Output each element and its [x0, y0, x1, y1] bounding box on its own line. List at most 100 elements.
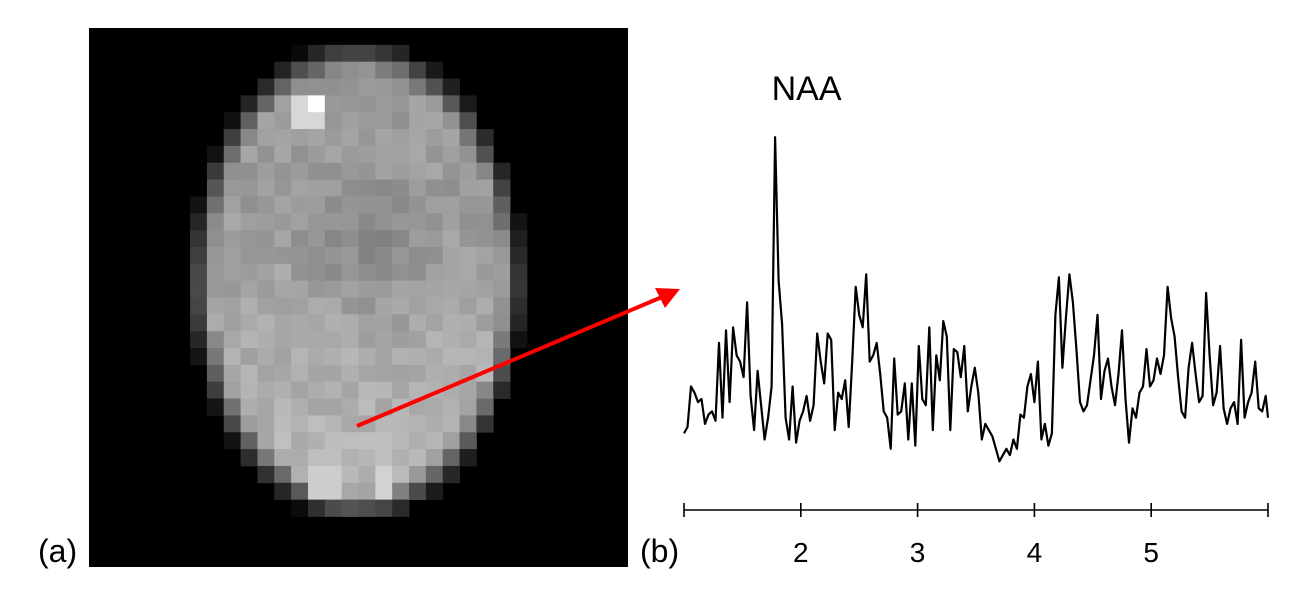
mri-pixel	[442, 263, 460, 282]
mri-pixel	[493, 381, 511, 399]
mri-pixel	[274, 297, 292, 315]
mri-pixel	[240, 112, 258, 130]
mri-pixel	[307, 381, 326, 399]
mri-pixel	[358, 129, 376, 147]
mri-pixel	[257, 246, 275, 265]
mri-pixel	[190, 297, 208, 315]
mri-pixel	[274, 364, 292, 383]
mri-pixel	[375, 381, 393, 399]
mri-pixel	[307, 213, 326, 231]
mri-pixel	[307, 331, 326, 349]
mri-pixel	[190, 263, 208, 282]
mri-pixel	[206, 179, 225, 197]
mri-pixel	[274, 314, 292, 332]
mri-pixel	[324, 415, 343, 433]
mri-pixel	[291, 314, 309, 332]
mri-pixel	[425, 331, 444, 349]
mri-pixel	[409, 196, 427, 214]
mri-pixel	[324, 364, 343, 383]
mri-pixel	[257, 95, 275, 113]
mri-pixel	[425, 432, 444, 450]
mri-pixel	[341, 499, 359, 517]
mri-pixel	[358, 449, 376, 467]
mri-pixel	[257, 314, 275, 332]
mri-pixel	[425, 398, 444, 416]
mri-pixel	[476, 381, 494, 399]
mri-pixel	[442, 449, 460, 467]
mri-pixel	[324, 230, 343, 248]
mri-pixel	[291, 112, 309, 130]
arrow-head	[655, 288, 680, 308]
mri-pixel	[223, 129, 241, 147]
mri-pixel	[240, 314, 258, 332]
mri-pixel	[493, 297, 511, 315]
mri-pixel	[324, 449, 343, 467]
mri-pixel	[442, 213, 460, 231]
mri-pixel	[240, 398, 258, 416]
mri-pixel	[392, 364, 410, 383]
mri-pixel	[425, 230, 444, 248]
mri-pixel	[291, 465, 309, 484]
mri-pixel	[476, 398, 494, 416]
mri-pixel	[358, 482, 376, 501]
mri-pixel	[375, 179, 393, 197]
mri-pixel	[493, 213, 511, 231]
mri-pixel	[291, 331, 309, 349]
mri-pixel	[257, 398, 275, 416]
mri-pixel	[425, 482, 444, 501]
mri-pixel	[392, 348, 410, 366]
mri-pixel	[392, 129, 410, 147]
mri-pixel	[274, 78, 292, 96]
mri-pixel	[392, 44, 410, 63]
mri-pixel	[206, 162, 225, 180]
mri-pixel	[375, 297, 393, 315]
mri-pixel	[274, 61, 292, 79]
mri-pixel	[307, 263, 326, 282]
mri-pixel	[291, 162, 309, 180]
mri-pixel	[291, 196, 309, 214]
mri-pixel	[425, 213, 444, 231]
mri-pixel	[459, 246, 477, 265]
mri-pixel	[375, 364, 393, 383]
mri-pixel	[190, 280, 208, 298]
panel-label-a: (a)	[38, 533, 77, 569]
mri-pixel	[307, 179, 326, 197]
mri-pixel	[375, 432, 393, 450]
mri-pixel	[409, 95, 427, 113]
mri-pixel	[257, 297, 275, 315]
mri-pixel	[206, 263, 225, 282]
mri-pixel	[206, 381, 225, 399]
mri-brain-image	[190, 44, 528, 517]
mri-pixel	[341, 145, 359, 164]
mri-pixel	[223, 381, 241, 399]
mri-pixel	[307, 314, 326, 332]
mri-pixel	[409, 364, 427, 383]
mri-pixel	[324, 213, 343, 231]
mri-pixel	[459, 230, 477, 248]
mri-pixel	[257, 415, 275, 433]
mri-pixel	[257, 129, 275, 147]
mri-pixel	[358, 95, 376, 113]
mri-pixel	[324, 280, 343, 298]
mri-pixel	[257, 280, 275, 298]
mri-pixel	[291, 499, 309, 517]
mri-pixel	[493, 314, 511, 332]
mri-pixel	[341, 297, 359, 315]
mri-pixel	[240, 145, 258, 164]
mri-pixel	[307, 364, 326, 383]
mri-pixel	[375, 230, 393, 248]
mri-pixel	[476, 348, 494, 366]
mri-pixel	[493, 280, 511, 298]
mri-pixel	[409, 129, 427, 147]
mri-pixel	[358, 246, 376, 265]
mri-pixel	[240, 331, 258, 349]
mri-pixel	[240, 129, 258, 147]
mri-pixel	[341, 246, 359, 265]
mri-pixel	[392, 263, 410, 282]
mri-pixel	[291, 364, 309, 383]
naa-peak-label: NAA	[772, 70, 842, 108]
mri-pixel	[274, 196, 292, 214]
mri-pixel	[409, 179, 427, 197]
mri-pixel	[510, 213, 528, 231]
mri-pixel	[206, 331, 225, 349]
